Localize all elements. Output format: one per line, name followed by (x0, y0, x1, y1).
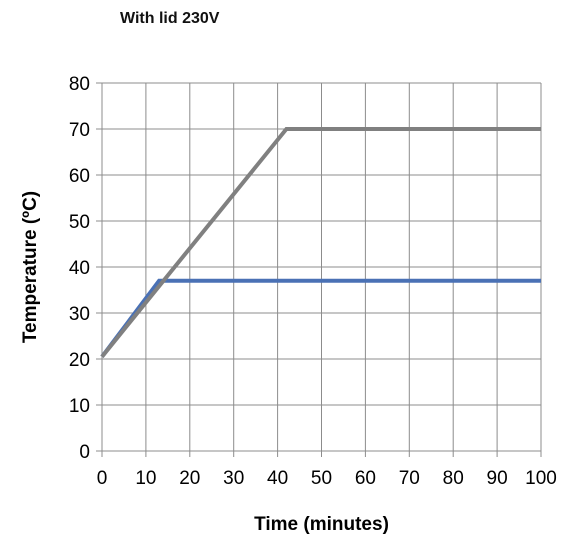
x-tick-label: 80 (443, 468, 464, 489)
y-tick-label: 60 (69, 166, 90, 187)
y-tick-label: 0 (79, 442, 90, 463)
y-tick-label: 80 (69, 74, 90, 95)
x-axis-title: Time (minutes) (254, 514, 389, 535)
x-tick-label: 60 (355, 468, 376, 489)
x-tick-label: 10 (135, 468, 156, 489)
x-tick-label: 30 (223, 468, 244, 489)
series-line-2 (100, 127, 541, 358)
y-tick-label: 20 (69, 350, 90, 371)
x-tick-label: 100 (525, 468, 557, 489)
y-tick-label: 50 (69, 212, 90, 233)
x-tick-label: 40 (267, 468, 288, 489)
y-tick-label: 40 (69, 258, 90, 279)
x-tick-label: 0 (97, 468, 108, 489)
y-tick-label: 30 (69, 304, 90, 325)
x-tick-label: 70 (399, 468, 420, 489)
x-tick-label: 50 (311, 468, 332, 489)
y-tick-label: 70 (69, 120, 90, 141)
x-tick-label: 20 (179, 468, 200, 489)
x-tick-label: 90 (487, 468, 508, 489)
y-tick-label: 10 (69, 396, 90, 417)
chart-title: With lid 230V (120, 10, 220, 27)
y-axis-title: Temperature (ºC) (20, 191, 41, 343)
